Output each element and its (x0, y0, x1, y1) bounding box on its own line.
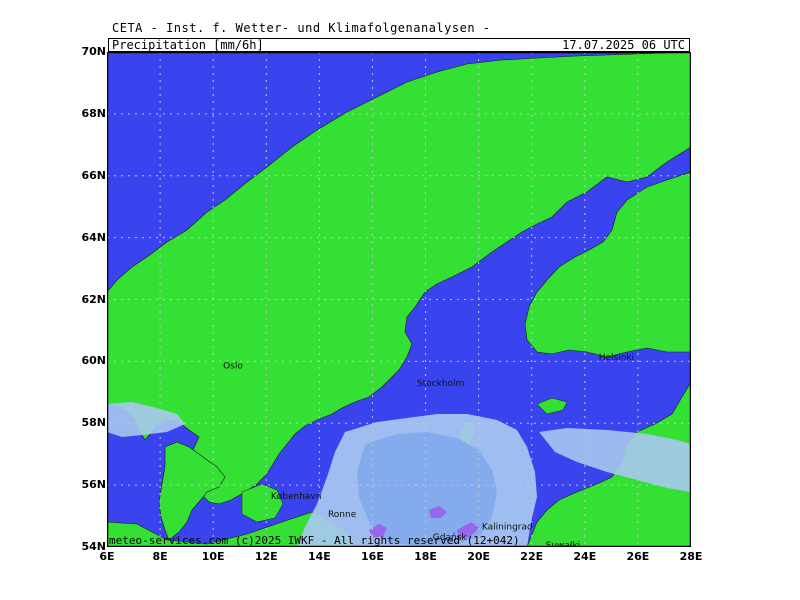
lat-tick-label: 70N (81, 45, 106, 58)
lon-tick-label: 26E (626, 550, 650, 563)
lon-tick-label: 24E (573, 550, 597, 563)
lat-tick-label: 60N (81, 354, 106, 368)
land-saaremaa (536, 397, 568, 415)
land-zealand (241, 483, 284, 523)
city-label: Helsinki (599, 353, 634, 363)
valid-time: 17.07.2025 06 UTC (562, 38, 685, 52)
lon-tick-label: 10E (201, 550, 225, 563)
precip-west (107, 402, 185, 437)
city-label: Oslo (223, 361, 243, 371)
footer-credit: meteo-services.com (c)2025 IWKF - All ri… (109, 534, 520, 547)
lat-tick-label: 54N (81, 540, 106, 553)
lon-tick-label: 16E (361, 550, 384, 563)
lat-tick-label: 58N (81, 416, 106, 430)
header-line: CETA - Inst. f. Wetter- und Klimafolgena… (112, 21, 491, 35)
precip-east (539, 428, 691, 492)
precip-heavy-1 (369, 524, 387, 538)
lon-tick-label: 20E (467, 550, 491, 563)
lon-tick-label: 6E (99, 550, 115, 563)
precipitation-map: Oslo Stockholm Helsinki København Ronne Kalin… (106, 51, 692, 551)
precip-baltic-mid (357, 432, 497, 546)
precip-heavy-3 (457, 522, 479, 538)
lat-tick-label: 64N (81, 230, 106, 244)
city-label: Kaliningrad (482, 522, 533, 532)
land-finland (524, 171, 692, 358)
precip-heavy-2 (429, 506, 447, 518)
land-denmark (158, 441, 226, 541)
city-label: Gdańsk (433, 533, 468, 543)
city-label: København (271, 492, 322, 502)
lat-tick-label: 66N (81, 168, 106, 182)
map-border (106, 51, 692, 548)
title-box: Precipitation [mm/6h] 17.07.2025 06 UTC (108, 38, 690, 52)
lon-tick-label: 18E (414, 550, 437, 563)
lat-tick-label: 68N (81, 106, 106, 120)
map-frame: Oslo Stockholm Helsinki København Ronne Kalin… (106, 51, 692, 551)
lon-tick-label: 8E (152, 550, 168, 563)
land-baltics (526, 380, 692, 548)
variable-title: Precipitation [mm/6h] (112, 38, 264, 52)
lon-tick-label: 28E (679, 550, 703, 563)
lon-tick-label: 12E (254, 550, 278, 563)
lat-tick-label: 62N (81, 292, 106, 306)
lon-tick-label: 14E (307, 550, 331, 563)
lon-tick-label: 22E (520, 550, 544, 563)
city-label: Ronne (328, 510, 357, 520)
city-label: Stockholm (417, 379, 464, 389)
lat-tick-label: 56N (81, 478, 106, 492)
